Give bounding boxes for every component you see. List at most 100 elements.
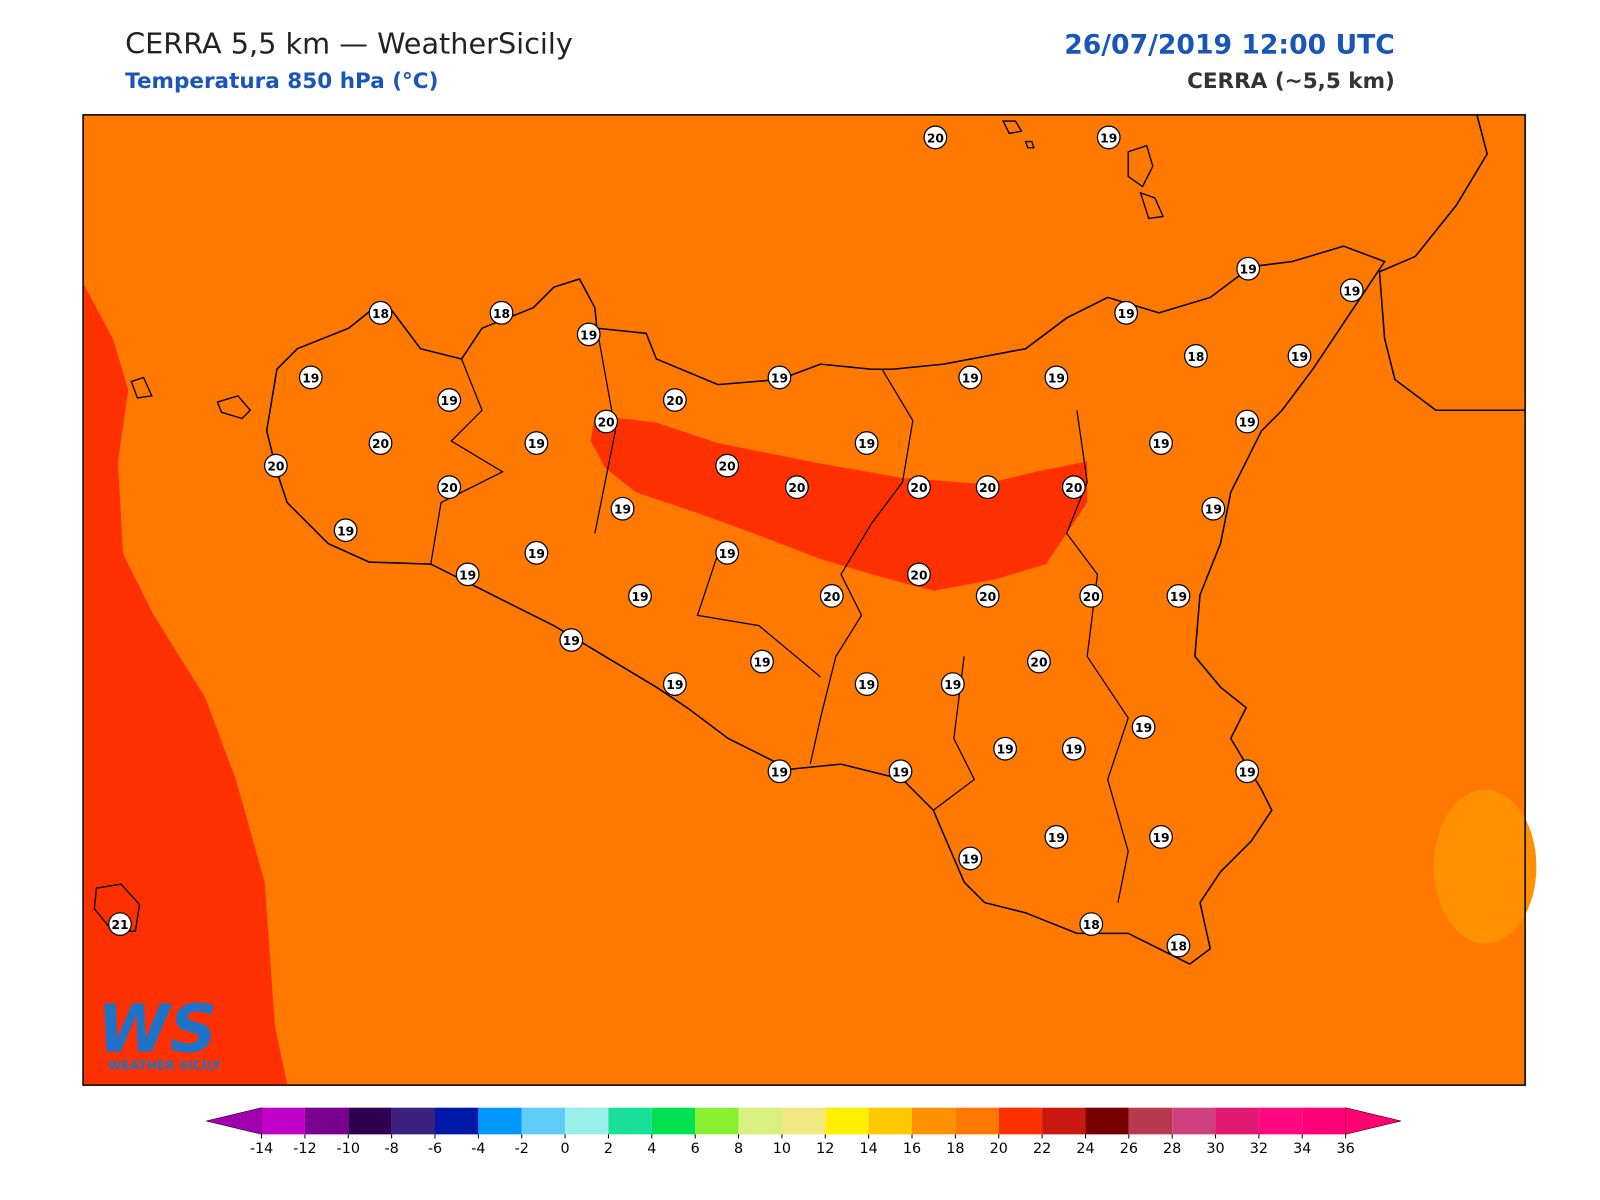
title: CERRA 5,5 km — WeatherSicily [125,26,573,60]
colorbar-tick-label: -12 [293,1141,316,1157]
colorbar-segment [565,1107,609,1135]
station-value: 20 [910,481,927,495]
map-frame [82,114,1526,1086]
station-value: 20 [979,590,996,604]
station-value: 20 [267,460,284,474]
station-value: 19 [771,765,788,779]
station-value: 19 [1152,831,1169,845]
station-value: 19 [563,634,580,648]
coastline-sicily [265,245,1386,966]
colorbar-tick-label: -2 [515,1141,529,1157]
station-value: 19 [528,437,545,451]
station-marker [1339,278,1364,303]
station-marker [1166,933,1191,958]
coastline-calabria [1378,114,1526,412]
station-marker [854,672,879,696]
station-value: 20 [979,481,996,495]
station-value: 19 [1048,831,1065,845]
colorbar-tick-label: -8 [384,1141,398,1157]
islands [93,120,1165,932]
station-value: 19 [1291,350,1308,364]
station-marker [1149,431,1173,455]
colorbar: -14 -12 -10 -8 -6 -4 -2 0 2 4 6 8 10 12 14 16 18 20 22 24 26… [206,1107,1402,1157]
station-value: 20 [1030,656,1047,670]
station-value: 19 [892,765,909,779]
station-value: 19 [580,328,597,342]
station-marker [715,540,740,565]
logo-mark: WS [97,991,217,1067]
colorbar-over [1345,1107,1402,1135]
map-area: 20 19 19 19 18 18 19 19 18 19 19 19 19 19 19 20 20 19 20 19… [82,114,1537,1086]
colorbar-tick-label: 32 [1250,1141,1268,1157]
field-background [83,114,1526,1086]
station-value: 20 [441,481,458,495]
station-marker [1061,475,1086,500]
station-value: 19 [666,678,683,692]
station-value: 18 [1187,350,1204,364]
colorbar-segment [868,1107,912,1135]
station-marker [437,388,462,412]
cool-region-east [1433,789,1537,944]
colorbar-tick-label: 14 [860,1141,878,1157]
colorbar-segment [1128,1107,1173,1135]
station-marker [489,300,514,325]
station-marker [907,475,931,500]
station-value: 19 [1205,503,1222,517]
station-marker [594,409,619,434]
colorbar-segment [955,1107,999,1135]
station-marker [1114,300,1139,325]
colorbar-segment [825,1107,869,1135]
colorbar-tick-label: 26 [1120,1141,1138,1157]
station-value: 19 [302,371,319,385]
station-marker [368,300,393,325]
station-value: 19 [441,394,458,408]
colorbar-segment [695,1107,739,1135]
logo-name: WEATHER SICILY [108,1059,222,1073]
station-value: 18 [493,307,510,321]
station-value: 20 [823,590,840,604]
colorbar-segment [1085,1107,1129,1135]
station-marker [715,453,740,478]
station-marker [298,365,323,390]
station-marker [1184,343,1208,368]
station-value: 19 [528,547,545,561]
station-marker [1079,583,1104,608]
colorbar-tick-label: 36 [1337,1141,1355,1157]
station-value: 19 [337,524,354,538]
colorbar-segment [1042,1107,1086,1135]
station-marker [1149,825,1173,849]
station-value: 20 [910,568,927,582]
station-value: 19 [1170,590,1187,604]
station-marker [662,388,687,412]
colorbar-segment [521,1107,566,1135]
station-marker [1235,409,1260,434]
subtitle: Temperatura 850 hPa (°C) [125,69,438,94]
station-value: 18 [1170,940,1187,954]
colorbar-tick-label: 30 [1206,1141,1224,1157]
station-marker [854,431,879,455]
colorbar-segment [434,1107,479,1135]
colorbar-segment [738,1107,782,1135]
station-value: 19 [614,503,631,517]
station-value: 19 [1065,743,1082,757]
station-marker [767,365,792,390]
colorbar-segment [1172,1107,1216,1135]
station-marker [940,672,965,696]
colorbar-segment [348,1107,392,1135]
station-marker [576,322,601,347]
station-marker [958,846,983,871]
colorbar-segment [912,1107,956,1135]
station-value: 19 [771,371,788,385]
station-value: 19 [858,678,875,692]
colorbar-tick-label: 12 [816,1141,834,1157]
colorbar-tick-label: 20 [990,1141,1008,1157]
colorbar-tick-label: 28 [1163,1141,1181,1157]
station-value: 19 [997,743,1014,757]
colorbar-segment [261,1107,305,1135]
colorbar-tick-label: 10 [773,1141,791,1157]
station-marker [975,475,1000,500]
station-value: 19 [1135,721,1152,735]
station-value: 19 [858,437,875,451]
